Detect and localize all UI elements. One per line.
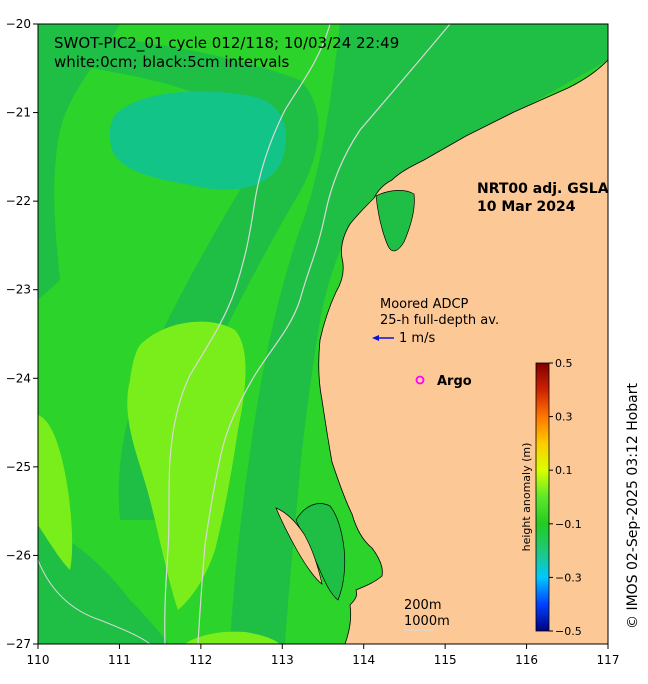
x-tick-label: 113 bbox=[271, 653, 294, 667]
title-line-1: SWOT-PIC2_01 cycle 012/118; 10/03/24 22:… bbox=[54, 34, 399, 53]
sea-high-lime-south bbox=[127, 321, 246, 610]
credit-text: © IMOS 02-Sep-2025 03:12 Hobart bbox=[625, 382, 641, 629]
colorbar-tick-label: 0.5 bbox=[555, 357, 573, 370]
y-tick-label: −24 bbox=[6, 371, 31, 385]
isobath-200m bbox=[197, 24, 451, 644]
adcp-legend-line-1: Moored ADCP bbox=[380, 297, 469, 312]
x-tick-label: 112 bbox=[189, 653, 212, 667]
isobath-legend-200m: 200m bbox=[404, 598, 441, 613]
sea-high-lime-bottom bbox=[185, 631, 280, 644]
y-tick-label: −23 bbox=[6, 283, 31, 297]
adcp-scale-label: 1 m/s bbox=[399, 331, 435, 346]
colorbar-label: height anomaly (m) bbox=[520, 443, 533, 552]
isobath-deep bbox=[38, 559, 151, 644]
sea-band-dark-shelf bbox=[230, 24, 608, 644]
y-tick-label: −20 bbox=[6, 17, 31, 31]
x-tick-label: 110 bbox=[27, 653, 50, 667]
colorbar-tick-label: 0.3 bbox=[555, 411, 573, 424]
land-peninsula bbox=[275, 507, 323, 585]
title-line-2: white:0cm; black:5cm intervals bbox=[54, 53, 290, 71]
colorbar-tick-label: −0.1 bbox=[555, 518, 582, 531]
y-tick-label: −21 bbox=[6, 106, 31, 120]
product-line-1: NRT00 adj. GSLA bbox=[477, 181, 609, 197]
x-tick-label: 114 bbox=[352, 653, 375, 667]
product-line-2: 10 Mar 2024 bbox=[477, 199, 576, 215]
isobath-1000m bbox=[164, 24, 331, 644]
y-tick-label: −25 bbox=[6, 460, 31, 474]
exmouth-gulf bbox=[375, 190, 415, 252]
sea-low-teal-anomaly bbox=[109, 91, 287, 190]
argo-label: Argo bbox=[437, 374, 472, 389]
colorbar-ticks: 0.5 0.3 0.1 −0.1 −0.3 −0.5 bbox=[549, 357, 582, 638]
colorbar-tick-label: −0.3 bbox=[555, 571, 582, 584]
adcp-scale-arrow bbox=[372, 335, 394, 341]
sea-band-dark-west bbox=[38, 24, 120, 300]
x-tick-label: 115 bbox=[434, 653, 457, 667]
argo-marker bbox=[415, 375, 425, 385]
sea-high-lime-west bbox=[38, 415, 73, 570]
x-tick-label: 117 bbox=[597, 653, 620, 667]
y-axis: −20 −21 −22 −23 −24 −25 −26 −27 bbox=[6, 17, 38, 651]
y-tick-label: −26 bbox=[6, 548, 31, 562]
colorbar-ramp bbox=[535, 362, 550, 632]
y-tick-label: −27 bbox=[6, 637, 31, 651]
colorbar-tick-label: −0.5 bbox=[555, 625, 582, 638]
colorbar-tick-label: 0.1 bbox=[555, 464, 573, 477]
colorbar: 0.5 0.3 0.1 −0.1 −0.3 −0.5 height anomaly (m) bbox=[520, 357, 582, 638]
x-tick-label: 116 bbox=[515, 653, 538, 667]
plot-frame bbox=[37, 23, 609, 645]
adcp-legend-line-2: 25-h full-depth av. bbox=[380, 313, 499, 328]
x-axis: 110 111 112 113 114 115 116 117 bbox=[27, 644, 620, 667]
isobath-legend-1000m: 1000m bbox=[404, 614, 450, 629]
y-tick-label: −22 bbox=[6, 194, 31, 208]
x-tick-label: 111 bbox=[108, 653, 131, 667]
